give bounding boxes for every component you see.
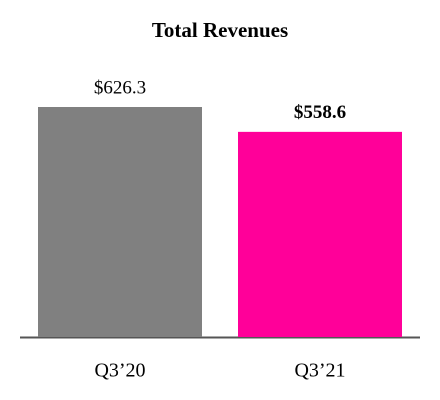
x-tick-label: Q3’20 (94, 360, 145, 382)
value-label: $626.3 (94, 77, 146, 98)
chart-title: Total Revenues (152, 18, 288, 42)
bar (238, 131, 402, 337)
x-tick-label: Q3’21 (294, 360, 345, 382)
value-label: $558.6 (294, 102, 346, 123)
bar (38, 107, 202, 337)
